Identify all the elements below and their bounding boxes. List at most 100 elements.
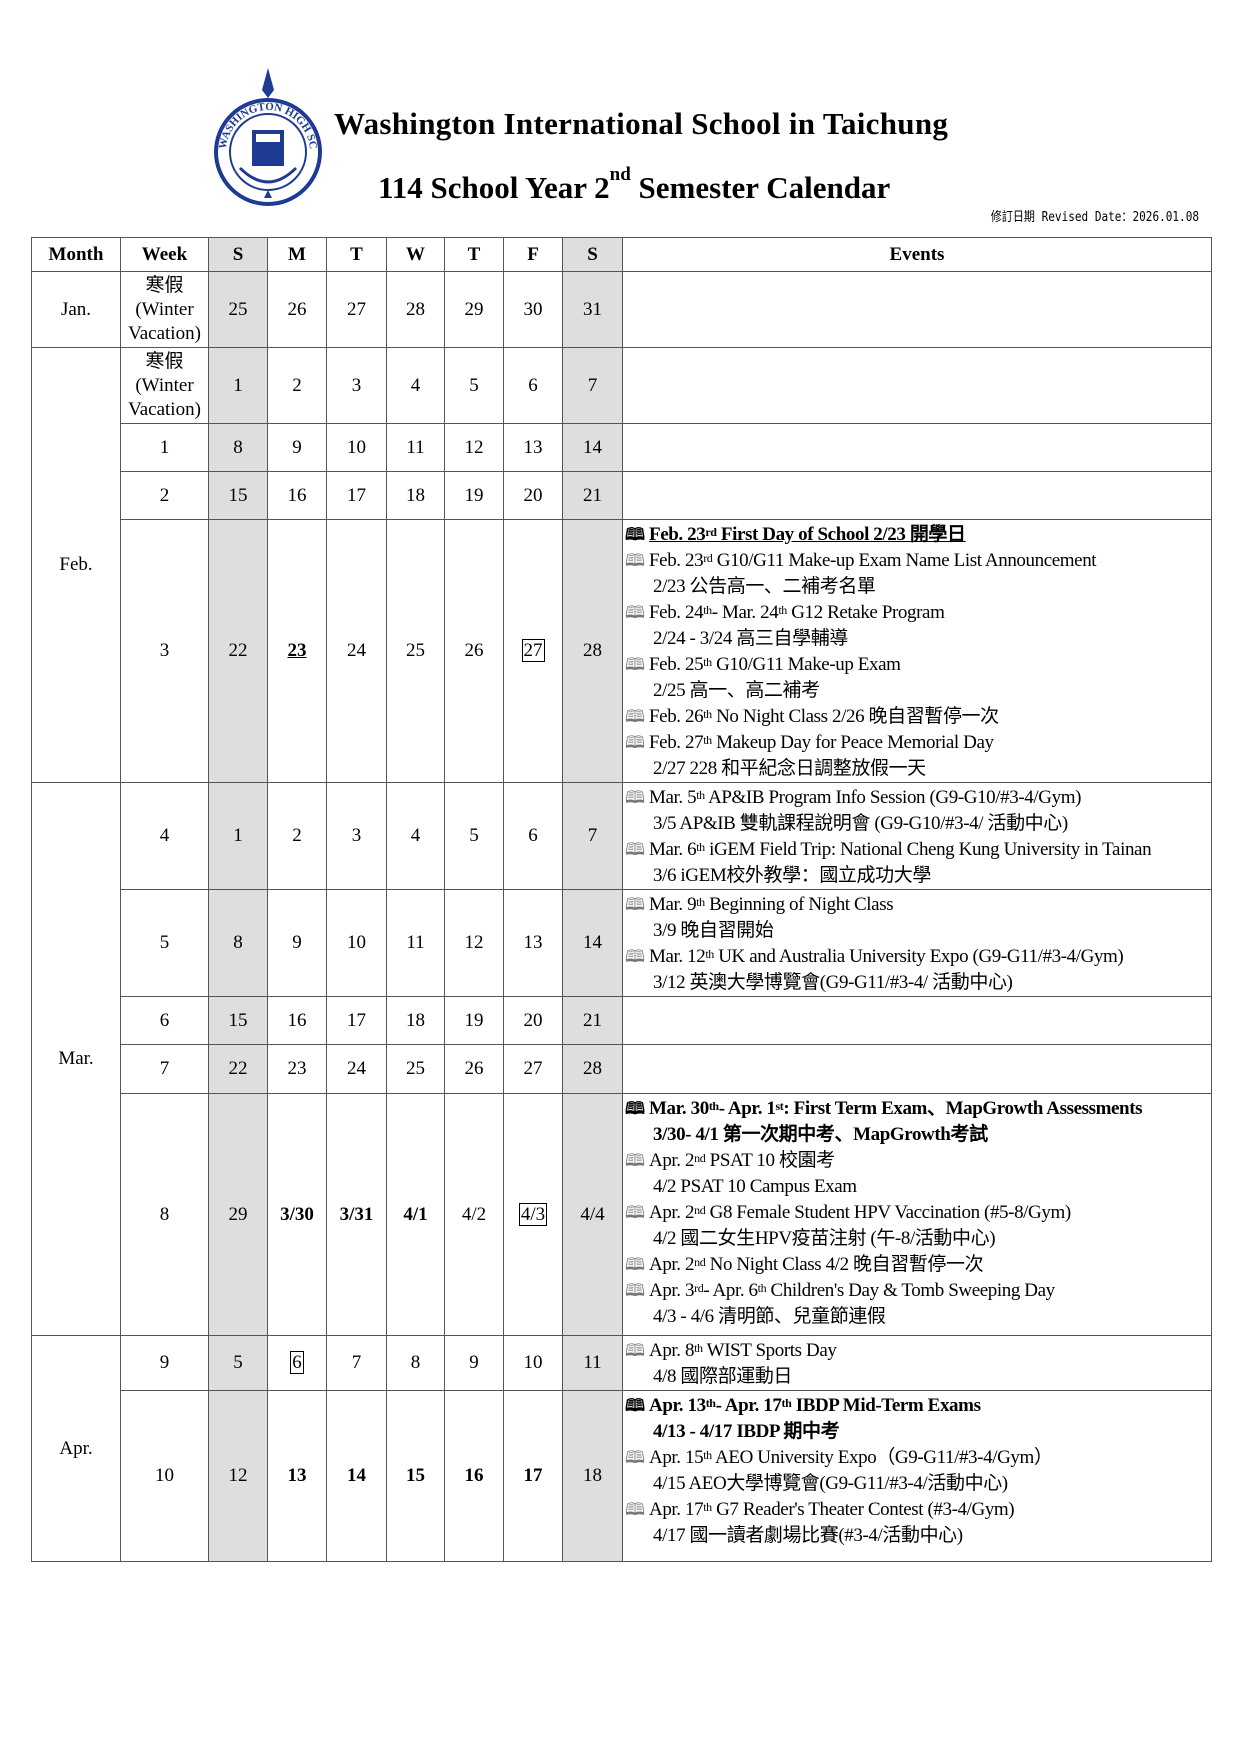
day-number: 18 — [406, 484, 425, 506]
day-number: 26 — [287, 298, 307, 320]
event-item: 🕮 Apr. 2nd PSAT 10 校園考 4/2 PSAT 10 Campus … — [625, 1148, 1209, 1200]
book-icon: 🕮 — [625, 1281, 645, 1300]
event-text: Feb. 23 — [649, 524, 706, 545]
day-number: 18 — [406, 1009, 425, 1031]
event-text: Feb. 24 — [649, 602, 704, 623]
event-item: 🕮 Feb. 25th G10/G11 Make-up Exam 2/25 高一、高… — [625, 652, 1209, 704]
column-header-w: W — [386, 237, 445, 272]
day-number: 8 — [233, 436, 243, 458]
day-cell: 21 — [562, 996, 623, 1045]
event-text: Mar. 12 — [649, 946, 706, 967]
event-title: 🕮 Mar. 30th- Apr. 1st: First Term Exam、Ma… — [625, 1096, 1209, 1122]
day-number: 4/1 — [403, 1203, 428, 1225]
event-item: 🕮 Feb. 24th- Mar. 24th G12 Retake Program… — [625, 600, 1209, 652]
event-text: AP&IB Program Info Session (G9-G10/#3-4/… — [704, 787, 1081, 808]
book-icon: 🕮 — [625, 733, 645, 752]
school-logo: WASHINGTON HIGH SCHOOL — [206, 59, 326, 208]
event-chinese-text: 2/24 - 3/24 高三自學輔導 — [653, 628, 848, 649]
ordinal-suffix: th — [781, 1396, 792, 1410]
day-cell: 7 — [562, 347, 623, 424]
day-number: 29 — [464, 298, 484, 320]
event-text: G10/G11 Make-up Exam Name List Announcem… — [712, 550, 1097, 571]
event-title: 🕮 Apr. 2nd G8 Female Student HPV Vaccinat… — [625, 1200, 1209, 1226]
day-number: 13 — [523, 932, 543, 953]
event-title-text: Apr. 17th G7 Reader's Theater Contest (#… — [649, 1499, 1015, 1520]
event-item: 🕮 Apr. 2nd G8 Female Student HPV Vaccinat… — [625, 1200, 1209, 1252]
header-row: Month Week S M T W T F S Events — [31, 237, 1212, 272]
day-number: 16 — [464, 1465, 484, 1486]
column-header-t: T — [444, 237, 504, 272]
event-item: 🕮 Mar. 30th- Apr. 1st: First Term Exam、Ma… — [625, 1096, 1209, 1148]
day-cell: 28 — [386, 271, 445, 348]
day-number: 6 — [528, 825, 538, 846]
ordinal-suffix: nd — [694, 1203, 706, 1217]
event-text: - Apr. 1 — [718, 1098, 776, 1119]
day-cell: 11 — [562, 1335, 623, 1391]
event-item: 🕮 Apr. 13th- Apr. 17th IBDP Mid-Term Exam… — [625, 1393, 1209, 1445]
week-row: Feb. 寒假 (Winter Vacation) 1 2 3 4 5 6 7 — [31, 347, 1212, 783]
week-cell: 7 — [120, 1044, 209, 1094]
day-cell: 12 — [444, 889, 504, 997]
day-number: 4 — [410, 374, 421, 396]
day-number: 11 — [406, 932, 425, 953]
event-title: 🕮 Mar. 6th iGEM Field Trip: National Chen… — [625, 837, 1209, 863]
day-number: 3 — [351, 374, 362, 396]
book-icon: 🕮 — [625, 895, 645, 914]
day-cell: 2 — [267, 347, 327, 424]
event-item: 🕮 Feb. 26th No Night Class 2/26 晚自習暫停一次 — [625, 704, 1209, 730]
event-title-text: Apr. 3rd- Apr. 6th Children's Day & Tomb… — [649, 1280, 1055, 1301]
event-chinese-text: 4/2 PSAT 10 Campus Exam — [653, 1176, 857, 1197]
event-text: G10/G11 Make-up Exam — [711, 654, 901, 675]
week-row: 8 29 3/30 3/31 4/1 4/2 4/3 4/4 🕮 Mar. 30th- Apr. … — [32, 1093, 1212, 1336]
event-item: 🕮 Apr. 17th G7 Reader's Theater Contest (… — [625, 1497, 1209, 1549]
event-text: - Apr. 6 — [703, 1280, 758, 1301]
day-cell: 8 — [208, 889, 268, 997]
events-cell: 🕮 Apr. 8th WIST Sports Day 4/8 國際部運動日 — [622, 1335, 1212, 1391]
event-text: - Apr. 17 — [715, 1395, 782, 1416]
week-row: 2 15 16 17 18 19 20 21 — [32, 471, 1212, 520]
event-item: 🕮 Apr. 2nd No Night Class 4/2 晚自習暫停一次 — [625, 1252, 1209, 1278]
event-item: 🕮 Apr. 3rd- Apr. 6th Children's Day & Tom… — [625, 1278, 1209, 1330]
book-icon: 🕮 — [625, 655, 645, 674]
day-cell: 17 — [503, 1390, 563, 1562]
event-chinese-text: 4/13 - 4/17 IBDP 期中考 — [653, 1421, 840, 1442]
day-number: 17 — [523, 1465, 543, 1486]
day-number: 21 — [583, 1009, 602, 1031]
event-text: Feb. 25 — [649, 654, 704, 675]
ordinal-suffix: th — [757, 1281, 767, 1295]
event-title-text: Mar. 12th UK and Australia University Ex… — [649, 946, 1124, 967]
day-cell: 3 — [326, 347, 387, 424]
event-chinese-text: 2/27 228 和平紀念日調整放假一天 — [653, 758, 926, 779]
column-header-m: M — [267, 237, 327, 272]
event-text: Apr. 2 — [649, 1254, 695, 1275]
ordinal-suffix: th — [703, 655, 712, 669]
column-header-s: S — [562, 237, 623, 272]
event-item: 🕮 Mar. 5th AP&IB Program Info Session (G9… — [625, 785, 1209, 837]
title-text: 114 School Year 2 — [378, 170, 610, 205]
week-cell: 3 — [120, 519, 209, 783]
day-cell: 7 — [562, 782, 623, 890]
event-text: AEO University Expo（G9-G11/#3-4/Gym） — [711, 1447, 1053, 1468]
book-icon: 🕮 — [625, 1396, 645, 1415]
day-number: 7 — [351, 1352, 362, 1373]
day-number: 15 — [228, 484, 248, 506]
event-title-text: Apr. 8th WIST Sports Day — [649, 1340, 837, 1361]
event-text: Makeup Day for Peace Memorial Day — [711, 732, 994, 753]
day-cell: 14 — [562, 423, 623, 472]
week-cell: 5 — [120, 889, 209, 997]
day-cell: 26 — [444, 519, 504, 783]
events-cell: 🕮 Mar. 30th- Apr. 1st: First Term Exam、Ma… — [622, 1093, 1212, 1336]
event-title-text: Feb. 26th No Night Class 2/26 晚自習暫停一次 — [649, 706, 999, 727]
day-number: 1 — [233, 374, 243, 396]
day-cell: 1 — [208, 347, 268, 424]
event-item: 🕮 Mar. 6th iGEM Field Trip: National Chen… — [625, 837, 1209, 889]
event-title: 🕮 Mar. 9th Beginning of Night Class — [625, 892, 1209, 918]
column-header-month: Month — [31, 237, 121, 272]
day-cell: 18 — [386, 471, 445, 520]
day-cell: 13 — [267, 1390, 327, 1562]
day-number: 20 — [523, 484, 543, 506]
day-cell: 14 — [326, 1390, 387, 1562]
day-cell: 5 — [208, 1335, 268, 1391]
day-cell: 15 — [208, 996, 268, 1045]
day-number: 25 — [228, 298, 248, 320]
